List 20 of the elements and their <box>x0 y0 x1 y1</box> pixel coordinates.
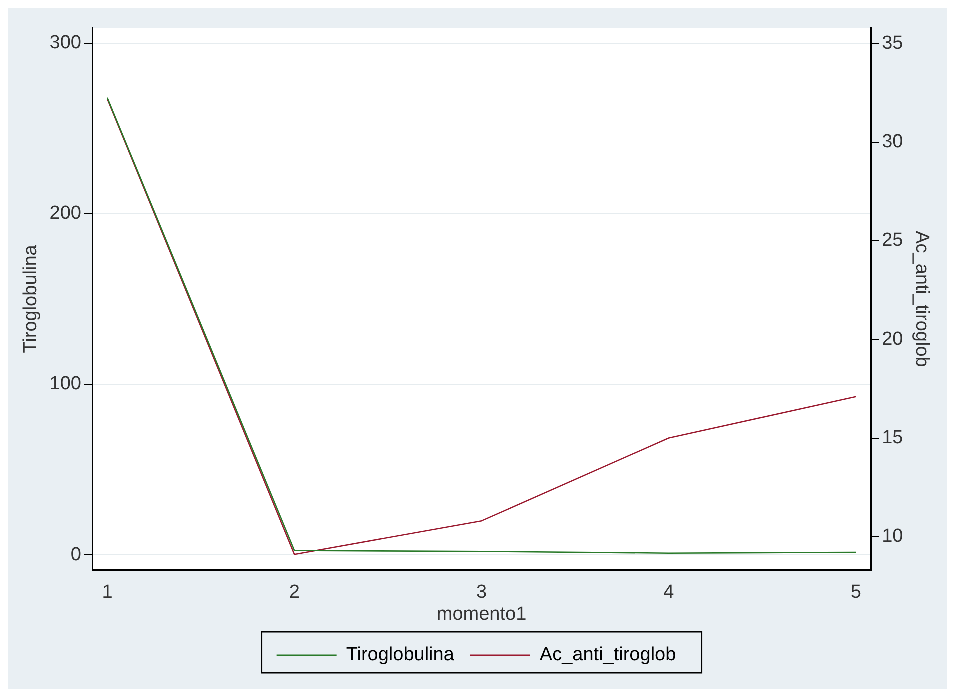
y2-tick-label: 25 <box>882 230 904 252</box>
y-tick-label: 0 <box>70 544 82 566</box>
x-axis-title: momento1 <box>436 604 527 625</box>
y2-tick-label: 20 <box>882 328 904 350</box>
y-tick-label: 300 <box>50 32 82 54</box>
y2-tick-label: 35 <box>882 33 904 54</box>
y2-tick-label: 30 <box>882 132 904 153</box>
x-tick-label: 1 <box>102 582 113 604</box>
y-tick-label: 100 <box>50 374 82 395</box>
y2-axis-title: Ac_anti_tiroglob <box>911 231 932 368</box>
y-tick-label: 200 <box>50 203 82 224</box>
x-tick-label: 3 <box>476 582 488 604</box>
y2-tick-label: 15 <box>882 427 904 448</box>
legend-label: Ac_anti_tiroglob <box>540 644 676 666</box>
y-axis-title: Tiroglobulina <box>20 244 42 354</box>
y2-tick-label: 10 <box>882 526 904 548</box>
x-tick-label: 2 <box>289 582 300 604</box>
x-tick-label: 4 <box>664 582 675 604</box>
x-tick-label: 5 <box>850 582 862 604</box>
legend-label: Tiroglobulina <box>346 644 455 666</box>
